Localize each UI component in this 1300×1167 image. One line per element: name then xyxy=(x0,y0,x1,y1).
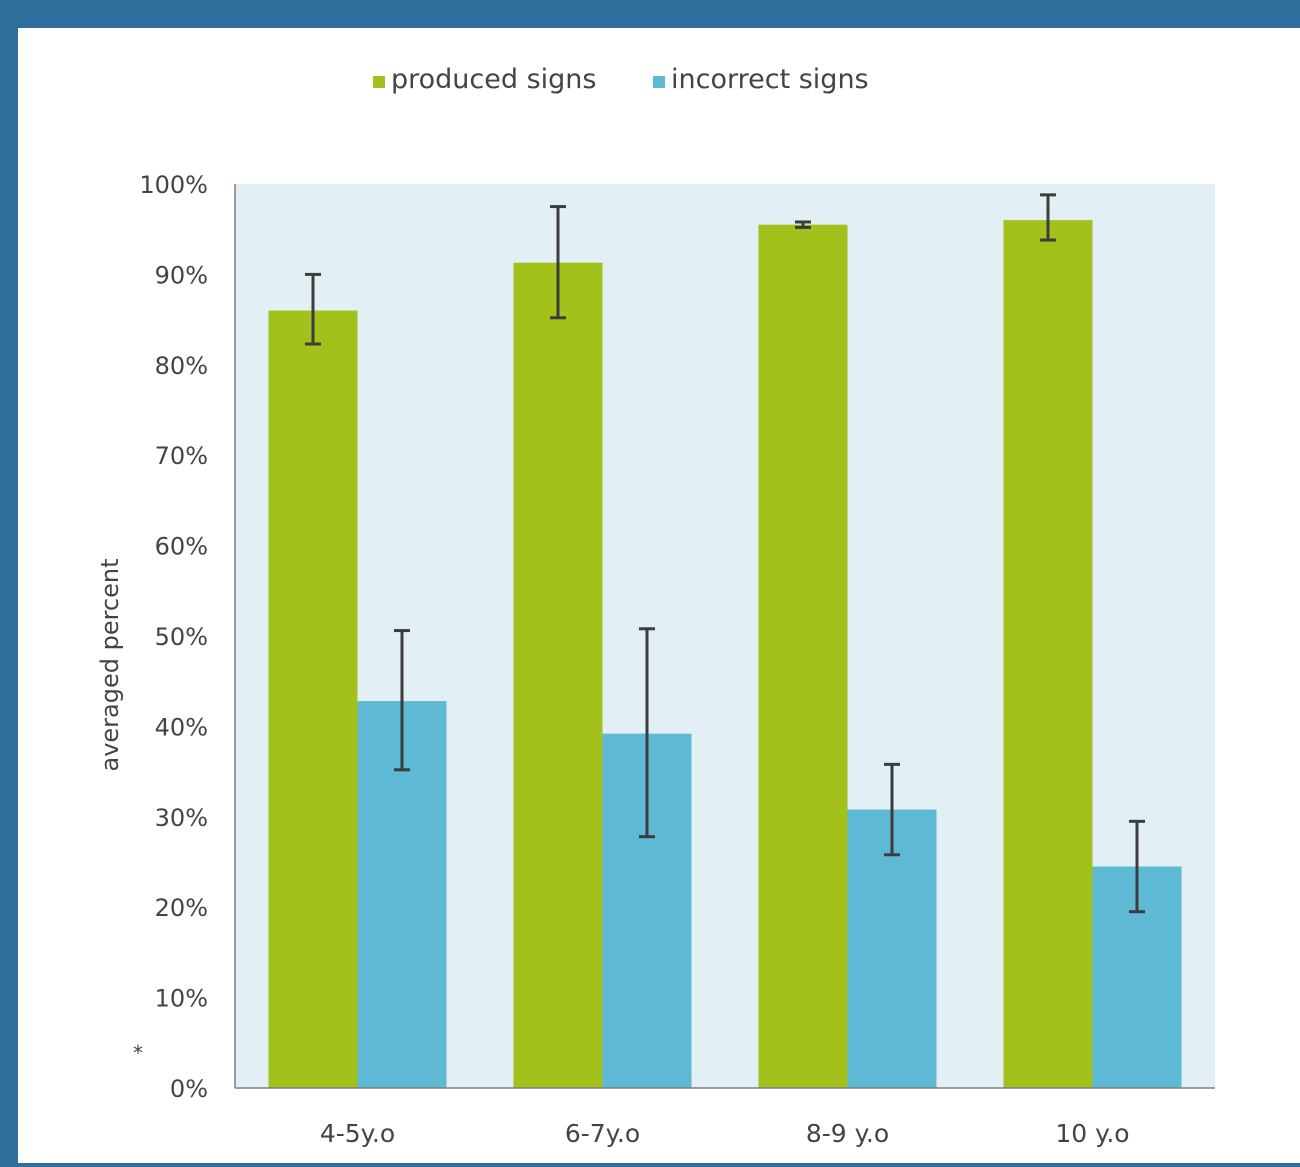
legend-swatch xyxy=(373,76,385,88)
error-bar-0-3 xyxy=(1040,193,1056,242)
error-bar-1-2 xyxy=(884,762,900,857)
bar-produced-3 xyxy=(1003,220,1093,1088)
y-tick-label: 40% xyxy=(155,713,208,741)
chart-legend: produced signs incorrect signs xyxy=(373,64,869,95)
bar-produced-1 xyxy=(513,262,603,1088)
error-bar-1-0 xyxy=(394,629,410,772)
error-bar-0-1 xyxy=(550,205,566,320)
chart-card: produced signs incorrect signs 0% 10% 20% 30… xyxy=(18,28,1300,1163)
y-tick-label: 100% xyxy=(139,171,208,199)
legend-swatch xyxy=(653,76,665,88)
y-tick-label: 0% xyxy=(170,1075,208,1103)
y-axis-label: averaged percent xyxy=(96,558,124,771)
bar-produced-0 xyxy=(268,310,358,1088)
y-tick-label: 90% xyxy=(155,261,208,289)
legend-label: produced signs xyxy=(391,64,596,95)
y-tick-label: 10% xyxy=(155,985,208,1013)
x-tick-label: 10 y.o xyxy=(1055,1119,1129,1148)
bars-layer xyxy=(268,220,1182,1088)
error-bar-0-2 xyxy=(795,220,811,229)
legend-label: incorrect signs xyxy=(671,64,869,95)
asterisk-annotation: * xyxy=(133,1041,143,1065)
y-tick-label: 20% xyxy=(155,894,208,922)
bar-produced-2 xyxy=(758,224,848,1088)
x-tick-label: 8-9 y.o xyxy=(806,1119,889,1148)
error-bars-layer xyxy=(305,193,1145,914)
y-tick-label: 50% xyxy=(155,623,208,651)
error-bar-0-0 xyxy=(305,272,321,346)
y-tick-label: 70% xyxy=(155,442,208,470)
error-bar-1-1 xyxy=(639,627,655,839)
x-tick-label: 4-5y.o xyxy=(320,1119,395,1148)
y-tick-label: 60% xyxy=(155,533,208,561)
y-tick-label: 80% xyxy=(155,352,208,380)
x-tick-label: 6-7y.o xyxy=(565,1119,640,1148)
bar-chart: produced signs incorrect signs 0% 10% 20% 30… xyxy=(96,64,1215,1148)
y-tick-label: 30% xyxy=(155,804,208,832)
axes-layer: 0% 10% 20% 30% 40% 50% 60% 70% 80% 90% 100% 4-5y.o 6… xyxy=(139,171,1215,1148)
error-bar-1-3 xyxy=(1129,819,1145,914)
